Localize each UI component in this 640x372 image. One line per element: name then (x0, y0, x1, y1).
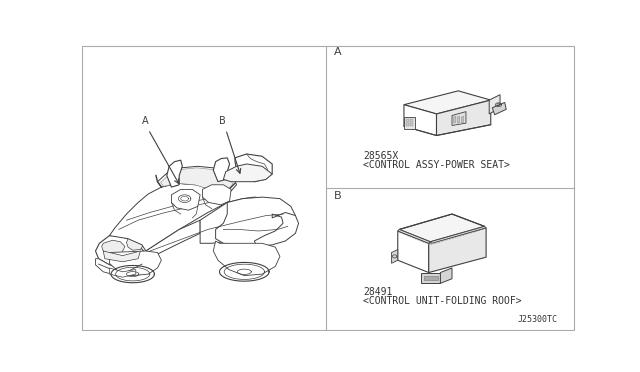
Text: B: B (220, 116, 226, 126)
Polygon shape (430, 226, 486, 243)
Polygon shape (109, 183, 227, 251)
Text: <CONTROL UNIT-FOLDING ROOF>: <CONTROL UNIT-FOLDING ROOF> (363, 296, 522, 306)
Polygon shape (109, 268, 136, 277)
Polygon shape (421, 273, 440, 283)
Polygon shape (103, 251, 140, 262)
Text: J25300TC: J25300TC (518, 315, 558, 324)
Polygon shape (436, 100, 491, 135)
Polygon shape (200, 197, 272, 243)
Polygon shape (461, 116, 463, 123)
Polygon shape (454, 116, 456, 123)
Polygon shape (404, 91, 491, 114)
Text: B: B (334, 190, 342, 201)
Polygon shape (216, 197, 296, 246)
Polygon shape (167, 160, 182, 187)
Text: A: A (142, 116, 148, 126)
Polygon shape (223, 164, 272, 182)
Polygon shape (404, 117, 415, 129)
Polygon shape (202, 185, 231, 205)
Polygon shape (489, 95, 500, 114)
Polygon shape (157, 166, 237, 195)
Text: 28565X: 28565X (363, 151, 398, 161)
Polygon shape (235, 154, 272, 182)
Polygon shape (452, 112, 466, 125)
Polygon shape (406, 119, 408, 122)
Text: A: A (334, 47, 342, 57)
Polygon shape (458, 116, 460, 123)
Polygon shape (109, 251, 161, 276)
Polygon shape (146, 220, 200, 259)
Polygon shape (95, 259, 146, 276)
Polygon shape (161, 168, 233, 194)
Polygon shape (410, 119, 413, 122)
Polygon shape (492, 102, 506, 115)
Polygon shape (410, 123, 413, 126)
Polygon shape (440, 268, 452, 283)
Polygon shape (213, 158, 230, 182)
Polygon shape (424, 276, 438, 280)
Text: <CONTROL ASSY-POWER SEAT>: <CONTROL ASSY-POWER SEAT> (363, 160, 509, 170)
Polygon shape (95, 235, 146, 270)
Polygon shape (406, 123, 408, 126)
Polygon shape (399, 214, 484, 242)
Text: 28491: 28491 (363, 287, 392, 297)
Polygon shape (392, 250, 397, 263)
Polygon shape (172, 189, 200, 210)
Polygon shape (397, 231, 429, 273)
Polygon shape (397, 230, 430, 243)
Polygon shape (429, 228, 486, 273)
Polygon shape (102, 240, 125, 254)
Polygon shape (213, 241, 280, 276)
Polygon shape (127, 237, 143, 250)
Polygon shape (254, 212, 298, 246)
Polygon shape (404, 105, 436, 135)
